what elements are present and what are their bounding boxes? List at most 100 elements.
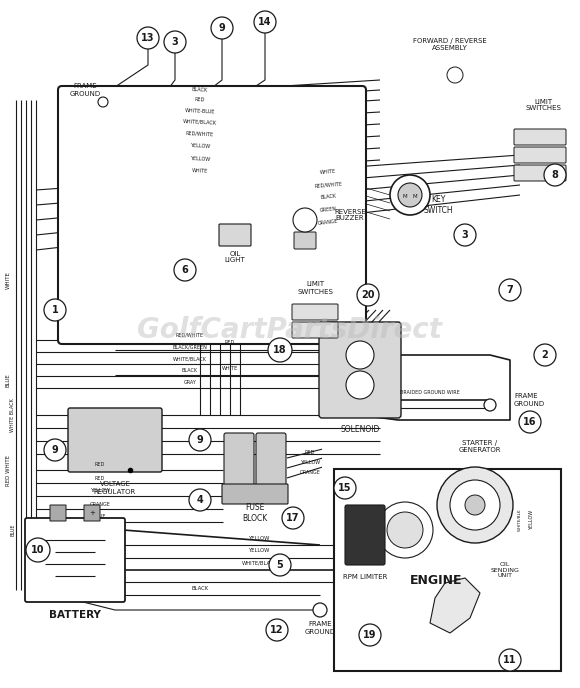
Text: KEY
SWITCH: KEY SWITCH <box>423 195 453 215</box>
Text: M: M <box>403 193 407 199</box>
Text: 9: 9 <box>197 435 204 445</box>
Circle shape <box>398 183 422 207</box>
Circle shape <box>268 338 292 362</box>
Text: GRAY: GRAY <box>183 380 197 385</box>
Text: BLACK: BLACK <box>191 585 209 590</box>
FancyBboxPatch shape <box>319 322 401 418</box>
Text: YELLOW: YELLOW <box>300 460 320 466</box>
Text: WHITE: WHITE <box>222 365 238 371</box>
Circle shape <box>377 502 433 558</box>
FancyBboxPatch shape <box>219 224 251 246</box>
Circle shape <box>390 175 430 215</box>
Text: FUSE
BLOCK: FUSE BLOCK <box>242 504 267 523</box>
FancyBboxPatch shape <box>334 469 561 671</box>
Circle shape <box>450 480 500 530</box>
Circle shape <box>98 97 108 107</box>
Text: FRAME
GROUND: FRAME GROUND <box>70 83 100 96</box>
Circle shape <box>254 11 276 33</box>
Text: YELLOW: YELLOW <box>249 535 271 541</box>
Text: BLUE: BLUE <box>5 373 10 387</box>
Text: 14: 14 <box>258 17 272 27</box>
Text: FRAME
GROUND: FRAME GROUND <box>304 621 336 634</box>
Circle shape <box>137 27 159 49</box>
FancyBboxPatch shape <box>222 484 288 504</box>
Circle shape <box>164 31 186 53</box>
Circle shape <box>454 224 476 246</box>
FancyBboxPatch shape <box>68 408 162 472</box>
Circle shape <box>519 411 541 433</box>
Text: 19: 19 <box>363 630 377 640</box>
Circle shape <box>544 164 566 186</box>
Text: WHITE: WHITE <box>192 168 208 174</box>
Text: GolfCartPartsDirect: GolfCartPartsDirect <box>137 316 443 344</box>
Circle shape <box>44 439 66 461</box>
Text: 17: 17 <box>287 513 300 523</box>
Text: BRAIDED GROUND WIRE: BRAIDED GROUND WIRE <box>400 391 460 396</box>
Text: GREEN: GREEN <box>319 206 337 213</box>
Circle shape <box>357 284 379 306</box>
Text: 6: 6 <box>182 265 188 275</box>
Text: YELLOW: YELLOW <box>190 156 210 162</box>
Text: WHITE BLACK: WHITE BLACK <box>10 398 16 432</box>
Text: WHITE/BLACK: WHITE/BLACK <box>173 356 207 361</box>
Circle shape <box>313 603 327 617</box>
Text: RPM LIMITER: RPM LIMITER <box>343 574 387 580</box>
Text: YELLOW: YELLOW <box>190 143 210 149</box>
Text: RED/WHITE: RED/WHITE <box>186 131 214 137</box>
Circle shape <box>346 341 374 369</box>
FancyBboxPatch shape <box>224 433 254 487</box>
Text: YELLOW: YELLOW <box>90 488 110 493</box>
Text: 1: 1 <box>52 305 59 315</box>
Text: 9: 9 <box>219 23 226 33</box>
Text: SOLENOID: SOLENOID <box>340 425 380 435</box>
Text: OIL
LIGHT: OIL LIGHT <box>224 250 245 264</box>
Circle shape <box>44 299 66 321</box>
Text: 3: 3 <box>172 37 179 47</box>
Circle shape <box>211 17 233 39</box>
Text: WHITE/BLK: WHITE/BLK <box>518 508 522 531</box>
Text: 8: 8 <box>552 170 559 180</box>
FancyBboxPatch shape <box>345 505 385 565</box>
Text: WHITE: WHITE <box>5 271 10 289</box>
Text: 15: 15 <box>338 483 351 493</box>
Text: BLACK: BLACK <box>192 87 208 93</box>
Text: 5: 5 <box>277 560 284 570</box>
Text: RED/WHITE: RED/WHITE <box>176 332 204 338</box>
Text: WHITE/BLACK: WHITE/BLACK <box>242 561 278 566</box>
Text: 12: 12 <box>270 625 284 635</box>
Text: WHITE: WHITE <box>320 169 336 175</box>
Text: 10: 10 <box>31 545 45 555</box>
FancyBboxPatch shape <box>292 304 338 320</box>
FancyBboxPatch shape <box>50 505 66 521</box>
Circle shape <box>174 259 196 281</box>
Circle shape <box>484 399 496 411</box>
Text: YELLOW: YELLOW <box>530 510 535 530</box>
Circle shape <box>437 467 513 543</box>
Circle shape <box>189 429 211 451</box>
Circle shape <box>269 554 291 576</box>
Circle shape <box>26 538 50 562</box>
Text: 9: 9 <box>52 445 59 455</box>
Text: RED: RED <box>95 462 105 468</box>
Circle shape <box>534 344 556 366</box>
Circle shape <box>282 507 304 529</box>
Text: 11: 11 <box>503 655 517 665</box>
Text: OIL
SENDING
UNIT: OIL SENDING UNIT <box>491 561 520 579</box>
Circle shape <box>499 279 521 301</box>
Text: ORANGE: ORANGE <box>299 471 320 475</box>
Text: 20: 20 <box>361 290 375 300</box>
Text: YELLOW: YELLOW <box>249 548 271 554</box>
Text: 16: 16 <box>523 417 536 427</box>
Circle shape <box>266 619 288 641</box>
Circle shape <box>447 67 463 83</box>
Text: RED: RED <box>305 451 315 455</box>
Text: +: + <box>89 510 95 516</box>
Text: 13: 13 <box>142 33 155 43</box>
Text: ENGINE: ENGINE <box>410 574 462 586</box>
Text: LIMIT
SWITCHES: LIMIT SWITCHES <box>525 98 561 111</box>
Text: 7: 7 <box>506 285 513 295</box>
FancyBboxPatch shape <box>25 518 125 602</box>
Polygon shape <box>430 578 480 633</box>
Text: RED WHITE: RED WHITE <box>5 455 10 486</box>
Circle shape <box>293 208 317 232</box>
